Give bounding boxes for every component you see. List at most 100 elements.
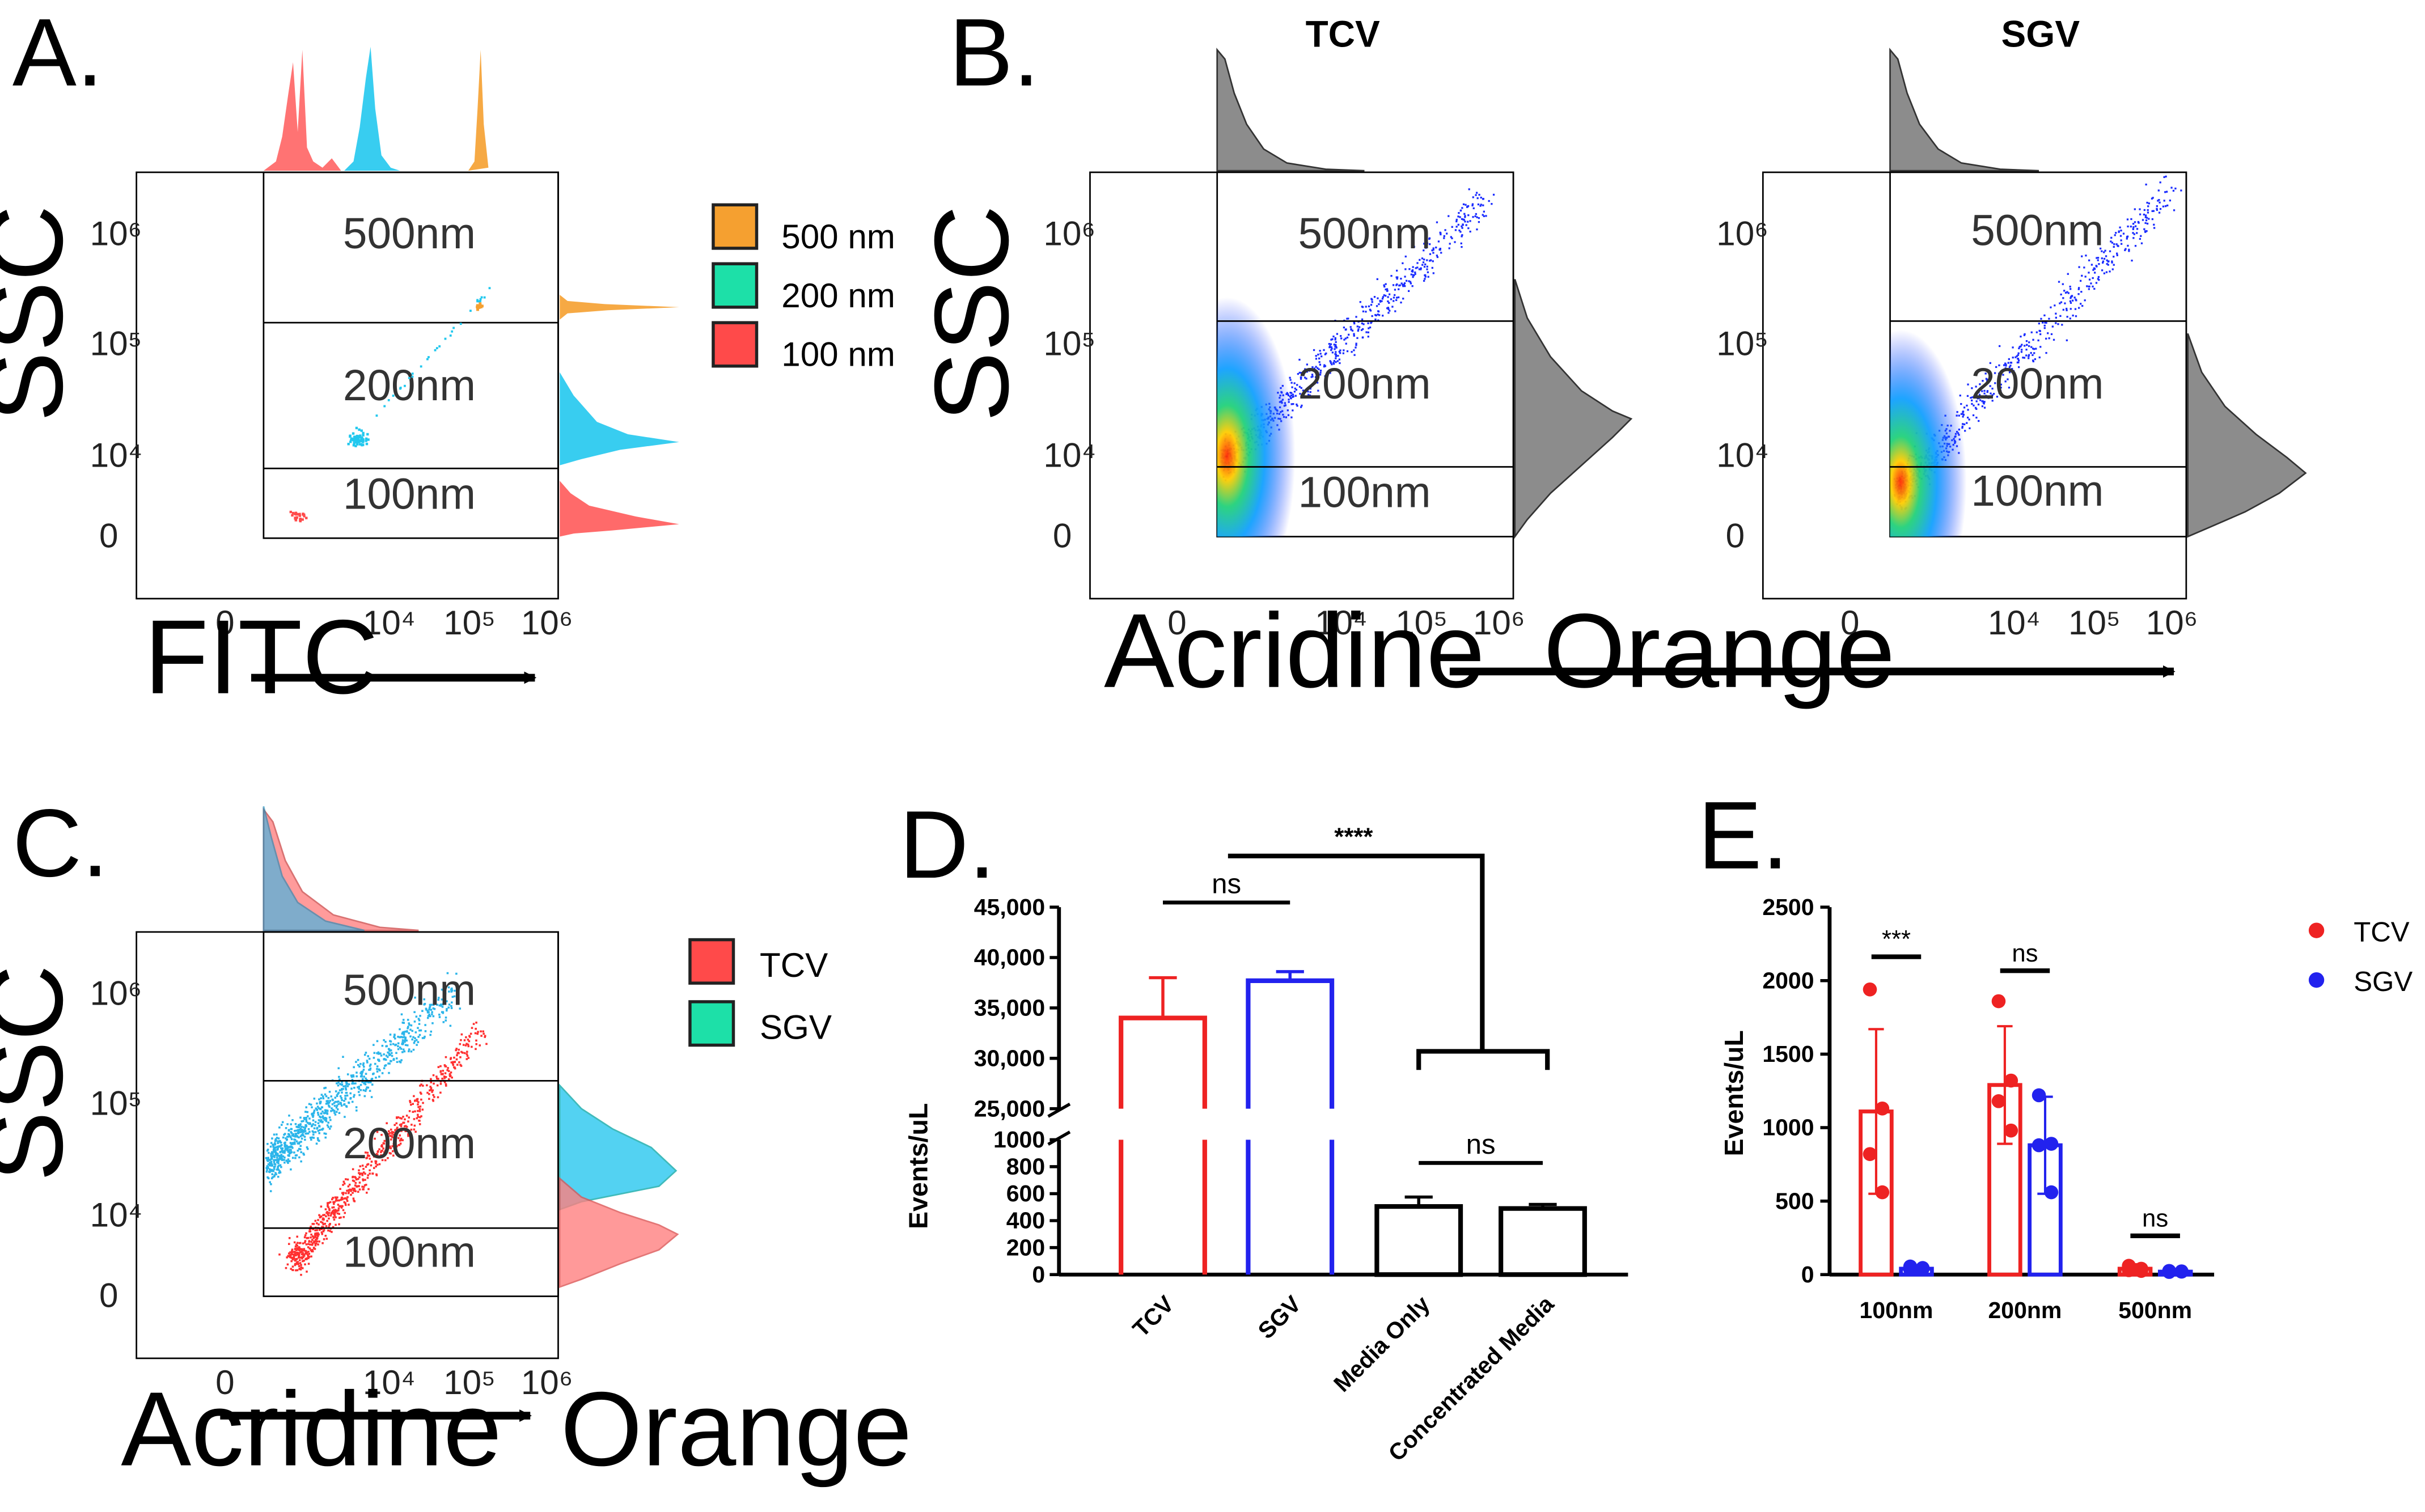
panel-e-errbar-1-0 — [1997, 1025, 2013, 1145]
svg-text:10⁴: 10⁴ — [363, 604, 416, 642]
panel-d-ytick-low: 400 — [1006, 1208, 1045, 1234]
panel-e-sig-label-2: ns — [2142, 1204, 2168, 1232]
svg-text:10⁴: 10⁴ — [1043, 436, 1096, 474]
panel-e-point — [1863, 982, 1877, 997]
svg-text:100nm: 100nm — [1298, 469, 1431, 517]
panel-b-y-label: SSC — [913, 205, 1031, 422]
svg-text:10⁶: 10⁶ — [90, 974, 142, 1012]
panel-d-ytick-up: 25,000 — [974, 1095, 1045, 1121]
legend-swatch-sgv — [688, 1000, 735, 1047]
panel-e-point — [2122, 1263, 2136, 1277]
panel-a-gate-100: 100nm — [343, 470, 476, 518]
panel-e-y-label: Events/uL — [1719, 1030, 1749, 1156]
svg-text:500nm: 500nm — [1971, 206, 2104, 255]
svg-text:200nm: 200nm — [1298, 360, 1431, 408]
panel-a: A. 500nm 200nm 100nm 10⁶ 10⁵ 10⁴ 0 0 — [0, 0, 895, 716]
panel-a-gate-200: 200nm — [343, 362, 476, 410]
panel-e-label: E. — [1698, 782, 1788, 889]
panel-a-x-ticks: 0 10⁴ 10⁵ 10⁶ — [215, 604, 573, 642]
panel-d-sig-label-3: **** — [1334, 823, 1373, 851]
panel-b-label: B. — [949, 0, 1040, 106]
panel-e-legend-marker-0 — [2308, 922, 2325, 938]
svg-text:0: 0 — [215, 1363, 234, 1401]
panel-c: C. 500nm 200nm 100nm 10⁶ 10⁵ 10⁴ 0 0 10⁴… — [0, 789, 912, 1488]
legend-label-tcv: TCV — [760, 946, 828, 984]
legend-label-200nm: 200 nm — [781, 277, 895, 315]
panel-d-xlabel-2: Media Only — [1328, 1291, 1434, 1397]
panel-a-legend: 500 nm 200 nm 100 nm — [712, 203, 895, 374]
panel-e-ytick: 0 — [1801, 1261, 1814, 1287]
svg-text:0: 0 — [99, 1277, 118, 1315]
svg-text:10⁴: 10⁴ — [1716, 436, 1769, 474]
panel-e-point — [1863, 1147, 1877, 1161]
svg-text:0: 0 — [1840, 604, 1859, 642]
panel-d-errbar-2 — [1404, 1195, 1433, 1207]
svg-text:200nm: 200nm — [343, 1120, 476, 1168]
panel-e-point — [1903, 1262, 1918, 1277]
panel-a-gate-box — [263, 171, 559, 539]
panel-d-bar-3 — [1499, 1206, 1587, 1277]
svg-text:10⁴: 10⁴ — [1988, 604, 2041, 642]
panel-c-x-label: Acridine Orange — [121, 1371, 912, 1488]
panel-d-errbar-3 — [1529, 1202, 1557, 1209]
panel-a-y-ticks: 10⁶ 10⁵ 10⁴ 0 — [90, 214, 143, 554]
panel-a-gate-500: 500nm — [343, 210, 476, 258]
panel-a-y-label: SSC — [0, 205, 84, 422]
legend-label-500nm: 500 nm — [781, 218, 895, 256]
panel-e-ytick: 500 — [1775, 1188, 1814, 1214]
panel-b-title-sgv: SGV — [2001, 13, 2080, 54]
panel-d-sig-label-1: ns — [1212, 869, 1241, 900]
panel-e-point — [1991, 994, 2006, 1009]
svg-text:0: 0 — [99, 517, 118, 555]
panel-b-x-label: Acridine Orange — [1104, 592, 1895, 710]
panel-e-point — [2162, 1265, 2177, 1279]
panel-e-point — [2032, 1138, 2046, 1153]
svg-text:10⁶: 10⁶ — [521, 604, 573, 642]
legend-swatch-100nm — [712, 321, 759, 368]
svg-text:500nm: 500nm — [1298, 210, 1431, 258]
svg-text:0: 0 — [1167, 604, 1186, 642]
panel-a-events — [289, 287, 491, 523]
panel-e-ytick: 1500 — [1762, 1041, 1814, 1067]
panel-b-sgv-plot: 500nm 200nm 100nm 10⁶ 10⁵ 10⁴ 0 0 10⁴ 10… — [1716, 48, 2307, 642]
svg-text:10⁴: 10⁴ — [363, 1363, 416, 1401]
panel-a-right-histograms — [560, 294, 679, 537]
svg-text:200nm: 200nm — [1971, 360, 2104, 408]
svg-text:10⁵: 10⁵ — [2068, 604, 2121, 642]
svg-text:10⁶: 10⁶ — [1043, 214, 1095, 252]
panel-e-xlabel-0: 100nm — [1860, 1297, 1933, 1323]
panel-e-point — [2134, 1264, 2148, 1278]
panel-d-errbar-1 — [1276, 970, 1304, 981]
panel-d-bar-0 — [1119, 1015, 1207, 1275]
panel-d-ytick-low: 0 — [1032, 1261, 1045, 1287]
panel-b-tcv-plot: 500nm 200nm 100nm 10⁶ 10⁵ 10⁴ 0 0 10⁴ 10… — [1043, 48, 1633, 642]
panel-d-xlabel-1: SGV — [1253, 1290, 1306, 1344]
panel-e-point — [2004, 1123, 2018, 1138]
panel-e-point — [2032, 1088, 2046, 1103]
legend-label-100nm: 100 nm — [781, 336, 895, 374]
svg-text:0: 0 — [1053, 517, 1072, 555]
panel-d-ytick-up: 40,000 — [974, 945, 1045, 971]
legend-swatch-500nm — [712, 203, 759, 250]
panel-d-sig-line-3 — [1228, 853, 1550, 1070]
svg-text:10⁴: 10⁴ — [1315, 604, 1368, 642]
panel-e: E. 0 500 1000 1500 2000 2500 Events/uL 100nm ***… — [1698, 782, 2413, 1323]
svg-text:10⁵: 10⁵ — [1043, 325, 1095, 363]
panel-d-ytick-low: 200 — [1006, 1234, 1045, 1260]
panel-b: B. TCV SGV 500nm 200nm 100nm 10⁶ 10⁵ 10⁴… — [913, 0, 2307, 710]
panel-d-ytick-up: 30,000 — [974, 1045, 1045, 1071]
panel-d-xlabel-0: TCV — [1128, 1290, 1179, 1342]
panel-e-point — [2174, 1264, 2189, 1278]
panel-e-point — [2044, 1185, 2059, 1200]
svg-text:100nm: 100nm — [343, 1229, 476, 1277]
panel-e-point — [2004, 1073, 2018, 1088]
svg-text:0: 0 — [1726, 517, 1745, 555]
svg-text:10⁵: 10⁵ — [443, 604, 496, 642]
panel-e-point — [1875, 1101, 1890, 1116]
panel-d-ytick-up: 45,000 — [974, 894, 1045, 920]
panel-e-xlabel-2: 500nm — [2118, 1297, 2192, 1323]
panel-d-label: D. — [899, 791, 996, 898]
